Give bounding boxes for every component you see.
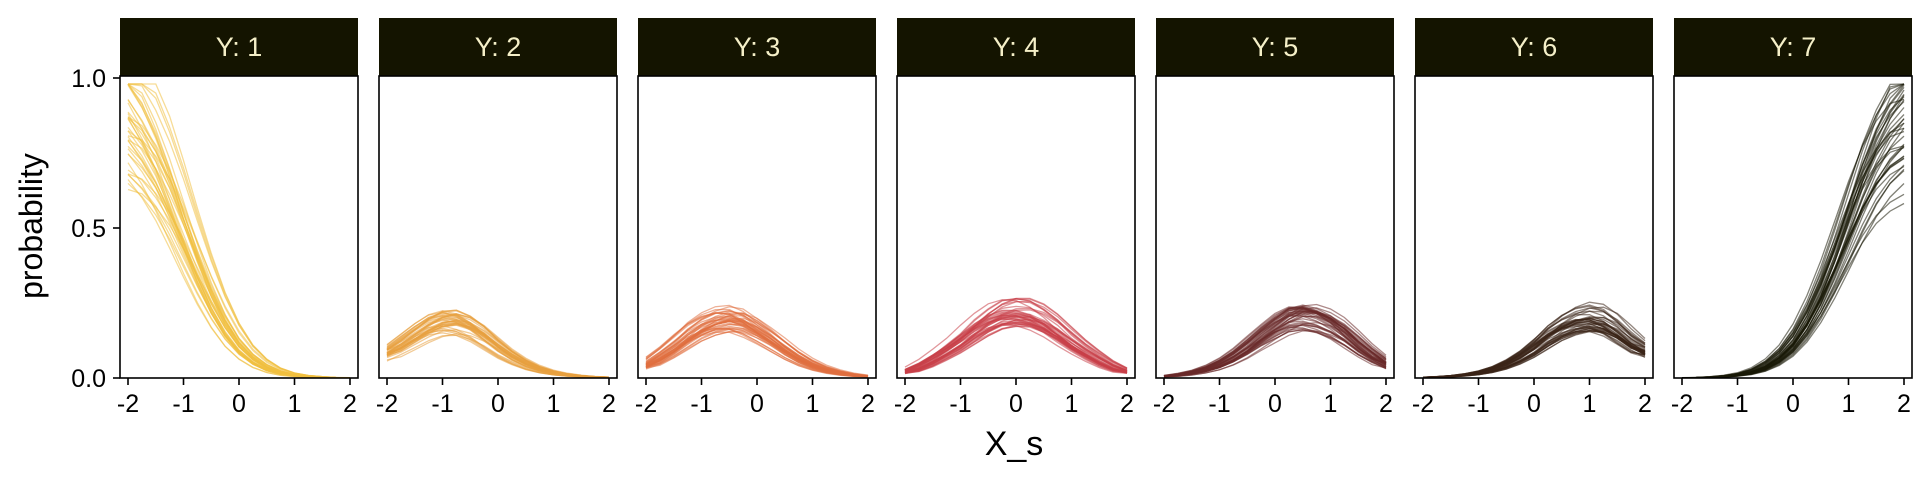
x-tick-label: 0 (491, 390, 505, 418)
facet-panel: Y: 1 -2 -1 0 1 2 (117, 18, 359, 418)
posterior-draws (1681, 83, 1905, 378)
y-tick-label: 0.5 (71, 215, 106, 243)
x-tick-label: 1 (1324, 390, 1338, 418)
x-tick-label: -1 (431, 390, 453, 418)
facet-strip (638, 18, 876, 76)
posterior-draws (904, 297, 1128, 375)
x-tick-label: 1 (1065, 390, 1079, 418)
x-tick-label: -1 (1467, 390, 1489, 418)
x-tick-label: 0 (232, 390, 246, 418)
x-tick-label: 1 (288, 390, 302, 418)
draw-line (904, 324, 1128, 375)
facet-panel: Y: 5 -2 -1 0 1 2 (1153, 18, 1395, 418)
x-tick-label: 2 (1638, 390, 1652, 418)
y-tick-label: 1.0 (71, 65, 106, 93)
posterior-draws (386, 309, 610, 378)
facet-strip (1156, 18, 1394, 76)
draw-line (127, 99, 351, 378)
facet-strip-label: Y: 1 (216, 32, 263, 62)
facet-panel: Y: 4 -2 -1 0 1 2 (894, 18, 1136, 418)
draw-line (645, 327, 869, 378)
x-tick-label: 0 (750, 390, 764, 418)
x-tick-label: 1 (806, 390, 820, 418)
y-axis-title: probability (13, 153, 49, 299)
draw-line (1163, 307, 1387, 377)
x-tick-label: -1 (172, 390, 194, 418)
facet-strip (1415, 18, 1653, 76)
x-tick-label: -2 (635, 390, 657, 418)
x-tick-label: -1 (949, 390, 971, 418)
x-tick-label: 2 (1897, 390, 1911, 418)
x-tick-label: -2 (376, 390, 398, 418)
posterior-draws (1422, 301, 1646, 378)
x-tick-label: -2 (117, 390, 139, 418)
facet-panel: Y: 2 -2 -1 0 1 2 (376, 18, 618, 418)
draw-line (1681, 145, 1905, 378)
x-tick-label: 0 (1527, 390, 1541, 418)
facet-panel: Y: 7 -2 -1 0 1 2 (1671, 18, 1913, 418)
x-tick-label: -2 (894, 390, 916, 418)
facet-strip-label: Y: 7 (1770, 32, 1817, 62)
draw-line (386, 325, 610, 378)
facet-strip (379, 18, 617, 76)
facet-panel: Y: 6 -2 -1 0 1 2 (1412, 18, 1654, 418)
posterior-draws (127, 83, 351, 378)
x-tick-label: 2 (343, 390, 357, 418)
draw-line (1163, 306, 1387, 377)
draw-line (127, 83, 351, 378)
facet-panel: Y: 3 -2 -1 0 1 2 (635, 18, 877, 418)
x-tick-label: 1 (547, 390, 561, 418)
draw-line (1681, 193, 1905, 378)
posterior-draws (1163, 303, 1387, 378)
draw-line (1163, 307, 1387, 377)
draw-line (1422, 324, 1646, 378)
x-tick-label: 2 (861, 390, 875, 418)
x-tick-label: 2 (1379, 390, 1393, 418)
x-tick-label: 1 (1842, 390, 1856, 418)
x-tick-label: -2 (1153, 390, 1175, 418)
draw-line (904, 322, 1128, 374)
facet-strip-label: Y: 5 (1252, 32, 1299, 62)
draw-line (127, 99, 351, 378)
draw-line (904, 299, 1128, 372)
x-tick-label: -1 (690, 390, 712, 418)
draw-line (645, 318, 869, 378)
x-tick-label: -2 (1412, 390, 1434, 418)
x-tick-label: -2 (1671, 390, 1693, 418)
draw-line (645, 320, 869, 378)
x-tick-label: 0 (1009, 390, 1023, 418)
x-tick-label: 0 (1786, 390, 1800, 418)
panel-frame (896, 75, 1136, 379)
x-tick-label: -1 (1726, 390, 1748, 418)
facet-panels: Y: 1 -2 -1 0 1 2 Y: 2 -2 -1 0 1 2 Y: 3 -2 -1 0 1 2 Y: 4 -2 -… (117, 18, 1913, 418)
draw-line (127, 179, 351, 378)
x-tick-label: 2 (602, 390, 616, 418)
draw-line (904, 314, 1128, 374)
y-axis: 0.0 0.5 1.0 (71, 65, 120, 393)
x-tick-label: 2 (1120, 390, 1134, 418)
posterior-draws (645, 304, 869, 378)
draw-line (1163, 303, 1387, 378)
facet-strip-label: Y: 3 (734, 32, 781, 62)
x-axis-title: X_s (985, 425, 1044, 463)
x-tick-label: 0 (1268, 390, 1282, 418)
draw-line (127, 182, 351, 378)
x-tick-label: -1 (1208, 390, 1230, 418)
draw-line (1422, 329, 1646, 378)
draw-line (386, 328, 610, 378)
facet-strip (897, 18, 1135, 76)
y-tick-label: 0.0 (71, 365, 106, 393)
facet-strip-label: Y: 2 (475, 32, 522, 62)
facet-strip (1674, 18, 1912, 76)
draw-line (1681, 96, 1905, 378)
facet-strip-label: Y: 4 (993, 32, 1040, 62)
facet-strip (120, 18, 358, 76)
x-tick-label: 1 (1583, 390, 1597, 418)
facet-strip-label: Y: 6 (1511, 32, 1558, 62)
draw-line (1163, 310, 1387, 377)
draw-line (904, 323, 1128, 374)
draw-line (904, 300, 1128, 373)
draw-line (1422, 330, 1646, 378)
